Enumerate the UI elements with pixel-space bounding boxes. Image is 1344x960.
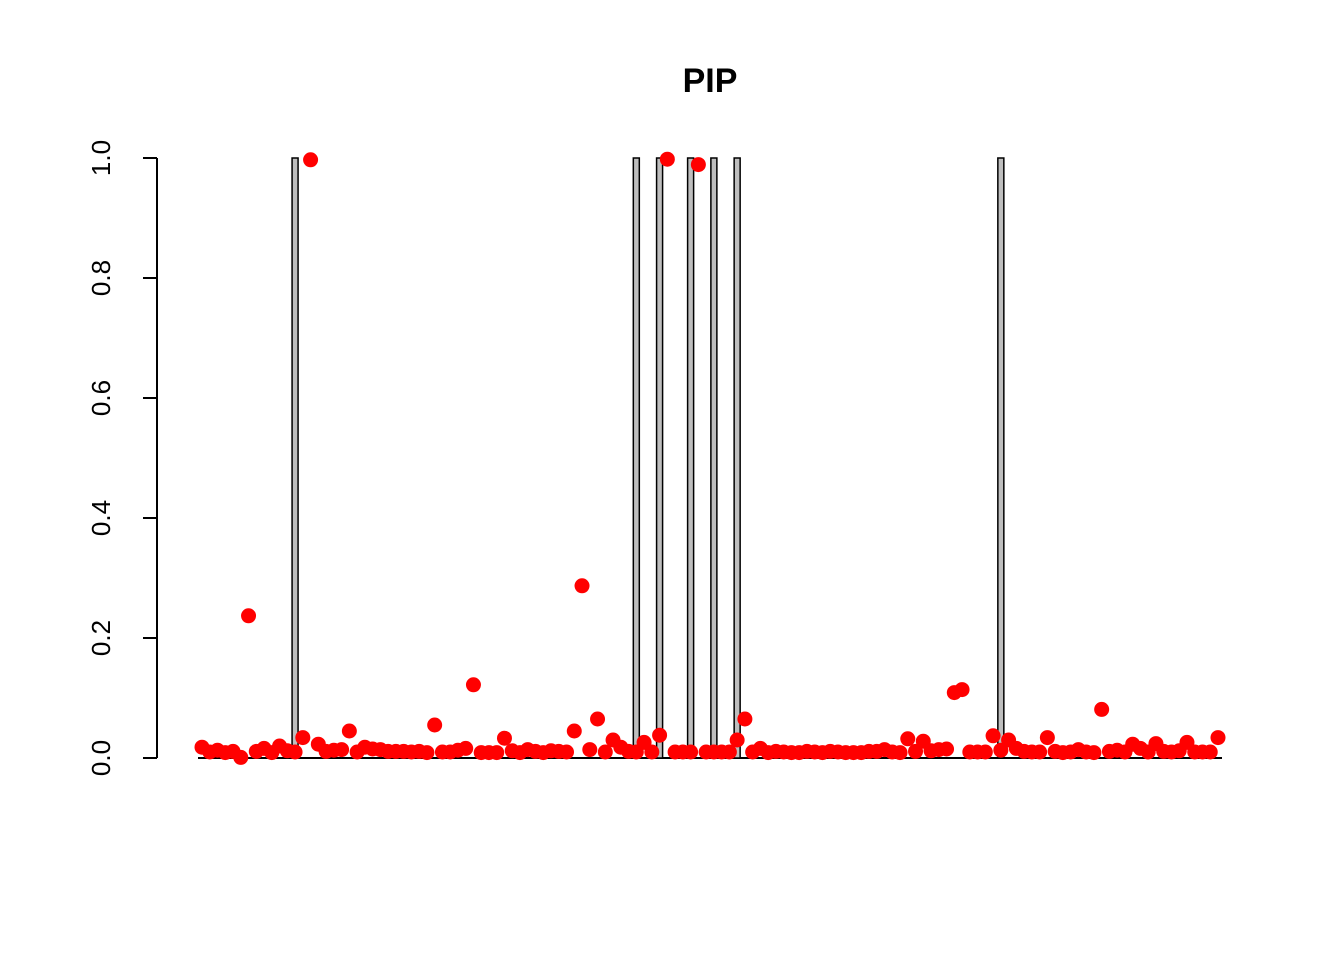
y-tick-label: 0.8 [86,260,116,296]
pip-point [993,742,1009,758]
y-tick-label: 0.0 [86,740,116,776]
pip-point [900,731,916,747]
pip-point [908,743,924,759]
y-tick-label: 1.0 [86,140,116,176]
pip-point [644,744,660,760]
pip-point [1032,744,1048,760]
pip-point [721,744,737,760]
pip-point [954,682,970,698]
y-tick-label: 0.4 [86,500,116,536]
y-tick-label: 0.2 [86,620,116,656]
pip-point [590,711,606,727]
pip-point [303,152,319,168]
pip-bar [291,157,299,759]
point-series [194,151,1226,765]
pip-point [652,727,668,743]
pip-point [458,740,474,756]
chart-title: PIP [683,62,738,100]
pip-point [1086,745,1102,761]
pip-bar [710,157,718,759]
pip-point [1094,701,1110,717]
pip-bar [997,157,1005,759]
pip-point [737,711,753,727]
pip-bar [655,157,664,759]
pip-point [690,157,706,173]
pip-point [465,677,481,693]
pip-point [1202,744,1218,760]
pip-point [729,732,745,748]
pip-point [341,723,357,739]
pip-point [683,744,699,760]
pip-point [574,578,590,594]
pip-point [597,744,613,760]
pip-point [566,723,582,739]
pip-point [287,744,303,760]
pip-point [334,742,350,758]
pip-point [559,744,575,760]
pip-bar [686,157,695,759]
pip-point [489,745,505,761]
y-tick-label: 0.6 [86,380,116,416]
pip-bar [733,157,741,759]
pip-point [892,745,908,761]
y-axis: 0.0 0.2 0.4 0.6 0.8 1.0 [86,140,158,776]
pip-point [427,717,443,733]
pip-point [985,728,1001,744]
bar-series [291,157,1005,759]
pip-point [233,749,249,765]
pip-point [496,730,512,746]
pip-bar [632,157,641,759]
pip-point [1210,730,1226,746]
pip-point [1039,730,1055,746]
pip-point [659,151,675,167]
pip-point [582,742,598,758]
pip-point [977,744,993,760]
pip-point [419,745,435,761]
pip-point [939,741,955,757]
pip-point [241,608,257,624]
pip-point [295,730,311,746]
